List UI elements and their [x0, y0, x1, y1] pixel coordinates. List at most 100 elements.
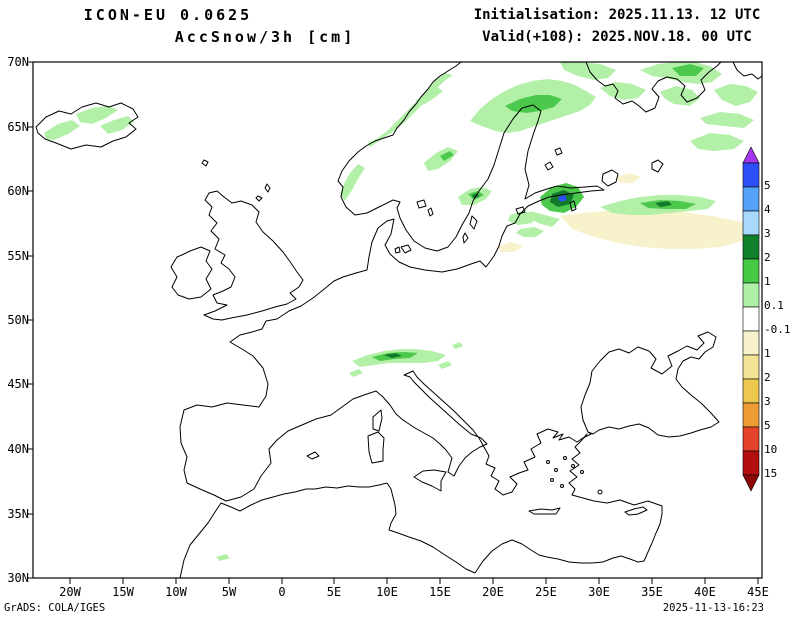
snow-patch: [100, 116, 134, 134]
coastline-aegean-turkey: [568, 433, 663, 507]
colorbar-arrow-up: [742, 146, 760, 164]
snow-patch: [216, 554, 230, 561]
snow-patch: [516, 227, 544, 237]
coastline-zealand: [400, 244, 412, 254]
snow-patch-dark: [655, 201, 672, 207]
coastline-scandinavia: [337, 61, 605, 252]
coastline-britain: [203, 190, 304, 321]
coastline-cyprus: [624, 506, 648, 516]
aegean-island: [580, 470, 584, 474]
coastline-shetland: [264, 183, 271, 193]
colorbar-label: 15: [764, 467, 778, 480]
colorbar-label: 0.1: [764, 299, 784, 312]
colorbar-segment: [742, 450, 760, 476]
lon-tick-label: 30E: [588, 585, 610, 599]
coastline-mediterranean-north: [225, 370, 592, 502]
colorbar-label: 3: [764, 395, 771, 408]
snow-patch: [560, 62, 616, 80]
creation-timestamp: 2025-11-13-16:23: [662, 602, 764, 614]
colorbar-label: -0.1: [764, 323, 791, 336]
lat-tick-label: 30N: [7, 571, 29, 585]
colorbar-label: 5: [764, 419, 771, 432]
coastline-funen: [394, 246, 401, 254]
snow-patch-mid: [505, 95, 562, 113]
lon-ticks: [69, 578, 759, 584]
melt-patch: [560, 210, 752, 249]
coastline-orkney: [255, 195, 263, 202]
lat-tick-label: 50N: [7, 313, 29, 327]
coastline-atlantic-baltic: [179, 189, 605, 502]
snow-shading-light: [44, 62, 758, 561]
snow-patch: [600, 82, 646, 100]
colorbar-label: 1: [764, 347, 771, 360]
lat-tick-label: 60N: [7, 184, 29, 198]
aegean-island: [554, 468, 558, 472]
snow-patch-mid: [440, 151, 454, 161]
colorbar-segment: [742, 234, 760, 260]
snow-patch: [660, 86, 700, 106]
aegean-island: [550, 478, 554, 482]
coastline-corsica: [372, 409, 383, 432]
aegean-island: [571, 464, 575, 468]
colorbar-label: 4: [764, 203, 771, 216]
colorbar-segment: [742, 354, 760, 380]
colorbar-label: 10: [764, 443, 778, 456]
lake-onega: [651, 159, 664, 173]
coastline-black-sea: [580, 331, 720, 438]
variable-title: AccSnow/3h [cm]: [174, 28, 356, 46]
snow-patch: [340, 164, 365, 201]
lon-tick-label: 10W: [165, 585, 187, 599]
coastline-iceland: [35, 102, 139, 150]
lon-tick-label: 0: [278, 585, 286, 599]
coastlines: [35, 61, 763, 579]
snow-patch: [424, 147, 458, 171]
colorbar-segment: [742, 282, 760, 308]
colorbar-segment: [742, 330, 760, 356]
coastline-saaremaa: [515, 206, 526, 215]
coastline-crete: [528, 507, 561, 515]
lat-tick-label: 55N: [7, 249, 29, 263]
lon-tick-label: 45E: [747, 585, 769, 599]
coastline-sardinia: [367, 431, 385, 464]
init-time: Initialisation: 2025.11.13. 12 UTC: [473, 7, 761, 23]
lon-tick-label: 10E: [376, 585, 398, 599]
snow-patch: [700, 112, 754, 128]
lon-tick-label: 25E: [535, 585, 557, 599]
colorbar-label: 1: [764, 275, 771, 288]
coastline-gotland: [469, 215, 478, 230]
lon-tick-label: 40E: [694, 585, 716, 599]
snow-patch: [714, 84, 758, 106]
colorbar-arrow-down: [742, 474, 760, 492]
snow-patch: [76, 106, 118, 124]
valid-time: Valid(+108): 2025.NOV.18. 00 UTC: [482, 29, 752, 45]
lon-tick-label: 20E: [482, 585, 504, 599]
model-title: ICON-EU 0.0625: [83, 6, 253, 24]
aegean-island: [597, 489, 603, 495]
colorbar-segment: [742, 378, 760, 404]
colorbar-label: 5: [764, 179, 771, 192]
lat-tick-label: 40N: [7, 442, 29, 456]
colorbar-segment: [742, 162, 760, 188]
snow-patch: [415, 87, 443, 105]
colorbar-segment: [742, 186, 760, 212]
lat-tick-label: 65N: [7, 120, 29, 134]
melt-patch: [498, 242, 523, 252]
melt-patch: [616, 173, 641, 183]
snow-patch-intense: [558, 195, 567, 202]
lon-tick-label: 5E: [326, 585, 342, 599]
lat-tick-label: 70N: [7, 55, 29, 69]
coastline-ireland: [170, 246, 213, 300]
lake-oulu: [554, 147, 563, 156]
lake-ladoga: [601, 169, 619, 187]
coastline-mallorca: [306, 451, 320, 460]
coastline-ne-russia: [732, 61, 763, 80]
map-frame: [32, 61, 763, 579]
colorbar-label: 2: [764, 371, 771, 384]
colorbar-segment: [742, 402, 760, 428]
colorbar-label: 3: [764, 227, 771, 240]
lat-ticks: [27, 61, 33, 579]
colorbar-label: 2: [764, 251, 771, 264]
snow-patch: [44, 120, 80, 140]
